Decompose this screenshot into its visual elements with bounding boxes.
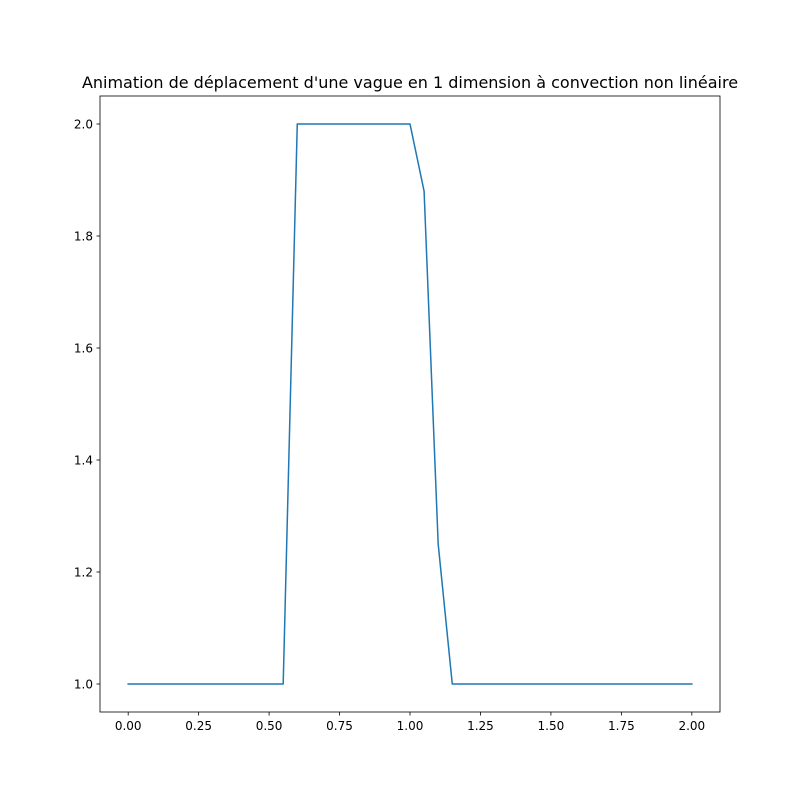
- x-tick-label: 1.00: [397, 719, 424, 733]
- y-tick-label: 1.6: [74, 342, 93, 356]
- x-tick-label: 2.00: [678, 719, 705, 733]
- x-tick-label: 0.25: [185, 719, 212, 733]
- chart-title: Animation de déplacement d'une vague en …: [82, 73, 738, 92]
- x-tick-label: 0.75: [326, 719, 353, 733]
- y-tick-label: 2.0: [74, 118, 93, 132]
- y-tick-label: 1.0: [74, 678, 93, 692]
- x-tick-label: 1.75: [608, 719, 635, 733]
- x-tick-label: 1.50: [538, 719, 565, 733]
- y-tick-label: 1.8: [74, 230, 93, 244]
- plot-area: 0.00 0.25 0.50 0.75 1.00 1.25 1.50 1.75 2.00 1.0 1…: [74, 95, 721, 733]
- y-tick-label: 1.4: [74, 454, 93, 468]
- x-tick-label: 1.25: [467, 719, 494, 733]
- series-line-0: [127, 123, 693, 685]
- y-tick-label: 1.2: [74, 566, 93, 580]
- x-tick-label: 0.00: [115, 719, 142, 733]
- x-tick-label: 0.50: [256, 719, 283, 733]
